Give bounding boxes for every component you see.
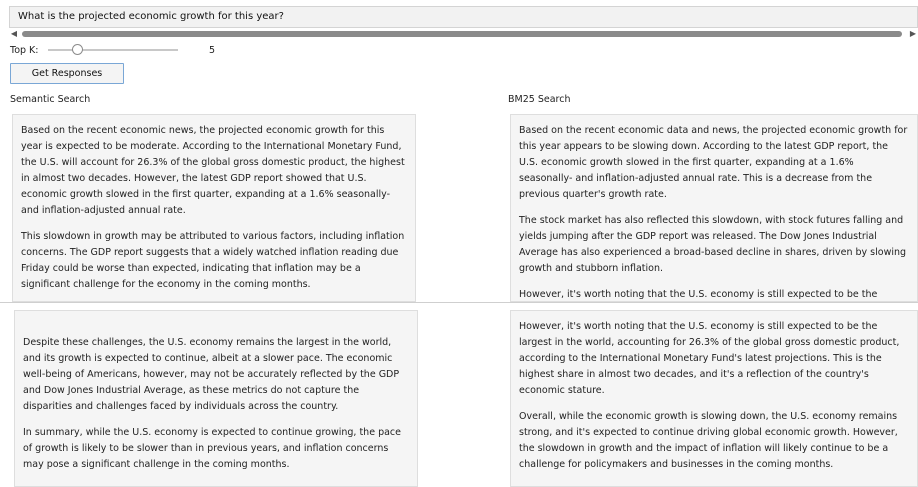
scrollbar-thumb[interactable] [22, 31, 902, 37]
bm25-paragraph: The stock market has also reflected this… [519, 215, 907, 274]
get-responses-button[interactable]: Get Responses [10, 63, 124, 84]
scroll-right-icon[interactable]: ▶ [909, 29, 917, 38]
semantic-search-title: Semantic Search [10, 94, 91, 105]
horizontal-scrollbar[interactable]: ◀ ▶ [9, 29, 916, 39]
slider-thumb[interactable] [72, 44, 83, 55]
bm25-paragraph: However, it's worth noting that the U.S.… [519, 321, 900, 396]
semantic-paragraph: Despite these challenges, the U.S. econo… [23, 337, 400, 412]
bm25-result-panel-continued[interactable]: However, it's worth noting that the U.S.… [510, 310, 918, 487]
bm25-search-title: BM25 Search [508, 94, 571, 105]
topk-value: 5 [209, 45, 216, 56]
slider-rail [48, 49, 178, 51]
scroll-left-icon[interactable]: ◀ [10, 29, 18, 38]
bm25-paragraph: However, it's worth noting that the U.S.… [519, 289, 878, 300]
semantic-paragraph: This slowdown in growth may be attribute… [21, 231, 405, 290]
semantic-paragraph: In summary, while the U.S. economy is ex… [23, 427, 401, 470]
query-input[interactable]: What is the projected economic growth fo… [9, 6, 918, 28]
topk-label: Top K: [10, 45, 39, 56]
semantic-result-panel[interactable]: Based on the recent economic news, the p… [12, 114, 416, 302]
bm25-paragraph: Based on the recent economic data and ne… [519, 125, 908, 200]
topk-slider[interactable] [48, 44, 178, 56]
bm25-result-panel[interactable]: Based on the recent economic data and ne… [510, 114, 918, 302]
semantic-paragraph: Based on the recent economic news, the p… [21, 125, 405, 216]
bm25-paragraph: Overall, while the economic growth is sl… [519, 411, 898, 470]
semantic-result-panel-continued[interactable]: Despite these challenges, the U.S. econo… [14, 310, 418, 487]
